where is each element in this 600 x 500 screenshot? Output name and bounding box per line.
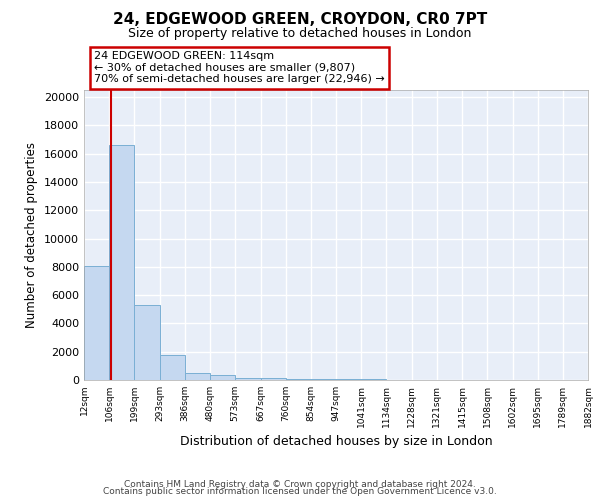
X-axis label: Distribution of detached houses by size in London: Distribution of detached houses by size … (179, 436, 493, 448)
Bar (84, 266, 109, 380)
Bar (185, 373, 210, 380)
Y-axis label: Number of detached properties: Number of detached properties (25, 142, 38, 328)
Text: 24 EDGEWOOD GREEN: 114sqm
← 30% of detached houses are smaller (9,807)
70% of se: 24 EDGEWOOD GREEN: 114sqm ← 30% of detac… (94, 51, 385, 84)
Bar (336, 379, 361, 380)
Bar (235, 378, 260, 380)
Text: Size of property relative to detached houses in London: Size of property relative to detached ho… (128, 28, 472, 40)
Bar (260, 378, 286, 380)
Bar (311, 379, 336, 380)
Bar (109, 145, 134, 380)
Bar (160, 354, 185, 380)
Text: Contains public sector information licensed under the Open Government Licence v3: Contains public sector information licen… (103, 487, 497, 496)
Bar (134, 305, 160, 380)
Text: Contains HM Land Registry data © Crown copyright and database right 2024.: Contains HM Land Registry data © Crown c… (124, 480, 476, 489)
Bar (286, 378, 311, 380)
Text: 24, EDGEWOOD GREEN, CROYDON, CR0 7PT: 24, EDGEWOOD GREEN, CROYDON, CR0 7PT (113, 12, 487, 28)
Bar (210, 375, 235, 380)
